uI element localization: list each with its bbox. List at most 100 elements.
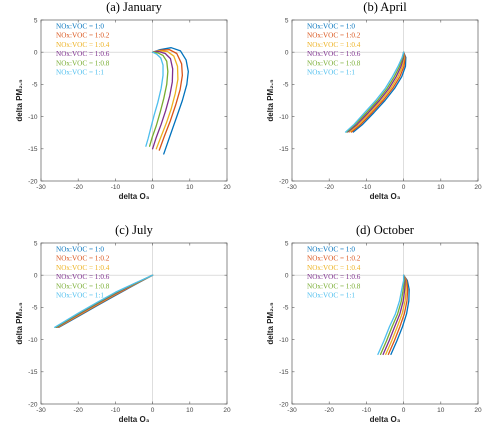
panel-title: (b) April xyxy=(363,0,407,14)
series-line-4 xyxy=(151,50,174,150)
x-tick-label: -20 xyxy=(324,407,334,414)
y-tick-label: -20 xyxy=(279,401,289,408)
legend-entry: NOx:VOC = 1:0 xyxy=(56,23,104,31)
x-tick-label: 0 xyxy=(151,407,155,414)
x-tick-label: -30 xyxy=(36,407,46,414)
x-tick-label: -20 xyxy=(73,184,83,191)
chart-panel-2: (b) April-30 -20 -10 0 10 2050-5-10-15-20delt… xyxy=(266,0,482,201)
series-line-2 xyxy=(387,274,409,356)
y-tick-label: -10 xyxy=(28,337,38,344)
series-line-3 xyxy=(151,50,179,150)
y-tick-label: 0 xyxy=(285,273,289,280)
y-tick-label: -5 xyxy=(283,82,289,89)
legend-entry: NOx:VOC = 1:0.2 xyxy=(56,255,110,263)
legend-entry: NOx:VOC = 1:0.8 xyxy=(307,282,361,290)
x-tick-label: -30 xyxy=(287,407,297,414)
y-tick-label: -10 xyxy=(279,337,289,344)
y-tick-label: -5 xyxy=(283,305,289,312)
axes-box xyxy=(291,242,479,405)
legend-entry: NOx:VOC = 1:0.4 xyxy=(56,264,110,272)
legend-entry: NOx:VOC = 1:0.4 xyxy=(307,264,361,272)
series-line-1 xyxy=(151,47,189,155)
x-tick-label: 10 xyxy=(186,184,194,191)
y-tick-label: -10 xyxy=(279,114,289,121)
x-tick-label: 0 xyxy=(151,184,155,191)
x-tick-label: 20 xyxy=(223,184,231,191)
x-axis-label: delta O₃ xyxy=(119,192,150,201)
x-tick-label: -20 xyxy=(324,184,334,191)
chart-panel-3: (c) July-30 -20 -10 0 10 2050-5-10-15-20delta… xyxy=(15,223,231,424)
y-tick-label: 5 xyxy=(285,17,289,24)
y-tick-label: -20 xyxy=(28,178,38,185)
y-tick-label: 0 xyxy=(285,50,289,57)
x-tick-label: -10 xyxy=(362,184,372,191)
legend-entry: NOx:VOC = 1:1 xyxy=(307,69,355,77)
x-tick-label: 20 xyxy=(474,184,482,191)
legend-entry: NOx:VOC = 1:0.6 xyxy=(56,273,110,281)
series-line-6 xyxy=(377,274,405,356)
y-tick-label: 0 xyxy=(34,50,38,57)
x-axis-label: delta O₃ xyxy=(119,415,150,424)
series-line-5 xyxy=(148,51,169,147)
x-tick-label: 20 xyxy=(474,407,482,414)
legend-entry: NOx:VOC = 1:0.8 xyxy=(56,59,110,67)
y-tick-label: -20 xyxy=(279,178,289,185)
x-axis-label: delta O₃ xyxy=(370,192,401,201)
chart-panel-1: (a) January-30 -20 -10 0 10 2050-5-10-15-20de… xyxy=(15,0,231,201)
series-line-6 xyxy=(344,51,405,133)
y-tick-label: 5 xyxy=(34,240,38,247)
axes-box xyxy=(40,242,228,405)
legend-entry: NOx:VOC = 1:0.6 xyxy=(56,50,110,58)
chart-panel-4: (d) October-30 -20 -10 0 10 2050-5-10-15-20de… xyxy=(266,223,482,424)
legend-entry: NOx:VOC = 1:1 xyxy=(307,292,355,300)
y-tick-label: 5 xyxy=(285,240,289,247)
legend-entry: NOx:VOC = 1:0.2 xyxy=(307,255,361,263)
x-tick-label: 0 xyxy=(402,407,406,414)
legend-entry: NOx:VOC = 1:0 xyxy=(307,246,355,254)
series-line-1 xyxy=(352,51,407,133)
series-line-2 xyxy=(350,51,406,133)
x-tick-label: 0 xyxy=(402,184,406,191)
legend-entry: NOx:VOC = 1:0.2 xyxy=(56,32,110,40)
legend-entry: NOx:VOC = 1:0 xyxy=(56,246,104,254)
legend-entry: NOx:VOC = 1:0.8 xyxy=(307,59,361,67)
legend-entry: NOx:VOC = 1:0.2 xyxy=(307,32,361,40)
x-tick-label: -10 xyxy=(111,407,121,414)
legend-entry: NOx:VOC = 1:0.8 xyxy=(56,282,110,290)
x-tick-label: -10 xyxy=(111,184,121,191)
y-tick-label: -15 xyxy=(28,146,38,153)
x-tick-label: 10 xyxy=(186,407,194,414)
y-axis-label: delta PM₂.₅ xyxy=(266,79,275,122)
y-tick-label: -20 xyxy=(28,401,38,408)
y-tick-label: -5 xyxy=(32,305,38,312)
series-line-6 xyxy=(54,274,154,329)
series-line-5 xyxy=(379,274,405,356)
y-tick-label: -10 xyxy=(28,114,38,121)
y-axis-label: delta PM₂.₅ xyxy=(15,302,24,345)
series-line-4 xyxy=(382,274,406,356)
series-line-3 xyxy=(349,51,405,133)
x-tick-label: -30 xyxy=(36,184,46,191)
panel-title: (d) October xyxy=(356,223,415,237)
legend-entry: NOx:VOC = 1:1 xyxy=(56,292,104,300)
x-tick-label: -10 xyxy=(362,407,372,414)
x-tick-label: 20 xyxy=(223,407,231,414)
y-axis-label: delta PM₂.₅ xyxy=(266,302,275,345)
x-tick-label: 10 xyxy=(437,407,445,414)
y-tick-label: 5 xyxy=(34,17,38,24)
x-tick-label: 10 xyxy=(437,184,445,191)
x-tick-label: -20 xyxy=(73,407,83,414)
legend-entry: NOx:VOC = 1:1 xyxy=(56,69,104,77)
legend-entry: NOx:VOC = 1:0.6 xyxy=(307,50,361,58)
axes-box xyxy=(291,19,479,182)
y-tick-label: -15 xyxy=(279,146,289,153)
y-tick-label: -15 xyxy=(28,369,38,376)
x-axis-label: delta O₃ xyxy=(370,415,401,424)
series-line-1 xyxy=(390,274,410,356)
y-axis-label: delta PM₂.₅ xyxy=(15,79,24,122)
panel-title: (a) January xyxy=(106,0,163,14)
legend-entry: NOx:VOC = 1:0.4 xyxy=(56,41,110,49)
legend-entry: NOx:VOC = 1:0 xyxy=(307,23,355,31)
y-tick-label: 0 xyxy=(34,273,38,280)
y-tick-label: -15 xyxy=(279,369,289,376)
